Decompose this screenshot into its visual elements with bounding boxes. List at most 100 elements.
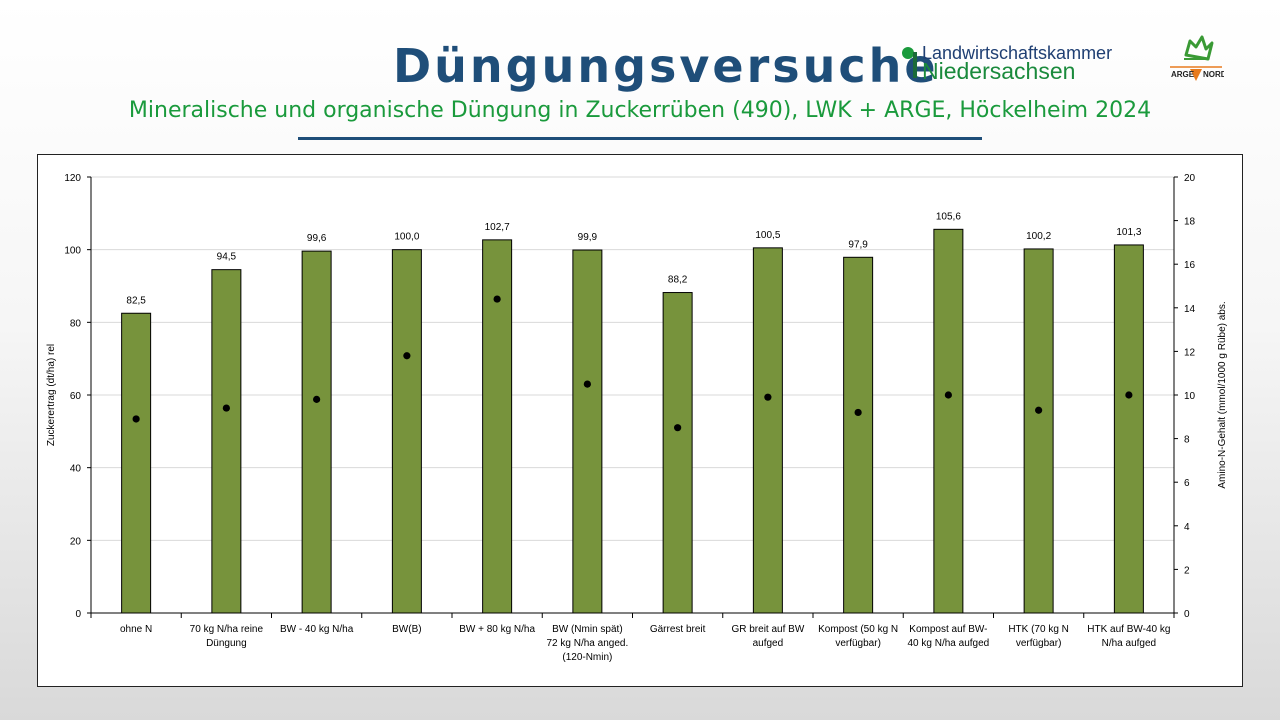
bar [301, 250, 332, 614]
arge-logo-text: ARGE [1171, 70, 1195, 79]
bar-data-label: 82,5 [126, 295, 146, 306]
lwk-logo-line2: Niedersachsen [922, 58, 1076, 84]
x-tick-label-line: (120-Nmin) [562, 652, 612, 663]
bar-data-label: 105,6 [936, 211, 961, 222]
x-tick-label: Kompost (50 kg N verfügbar) [818, 624, 898, 649]
amino-n-point [854, 408, 862, 417]
y2-tick-label: 4 [1184, 522, 1190, 533]
x-tick-label-line: HTK (70 kg N [1008, 624, 1069, 635]
title-divider [298, 137, 982, 140]
bar [843, 256, 874, 614]
amino-n-point [313, 395, 321, 403]
chart-container: 0 20 40 60 80 100 120 0 2 4 6 8 10 12 14 16 18 20 82,5 ohne… [37, 154, 1243, 687]
x-tick-label: 70 kg N/ha reine Düngung [190, 624, 264, 649]
x-tick-label: BW(B) [392, 624, 421, 635]
lwk-logo-dot-icon [902, 47, 914, 59]
y2-tick-label: 8 [1184, 435, 1190, 446]
amino-n-point [674, 424, 682, 432]
amino-n-point [764, 393, 772, 401]
y2-tick-label: 18 [1184, 217, 1196, 228]
lwk-logo: Landwirtschaftskammer Niedersachsen [900, 44, 1150, 84]
page-title: Düngungsversuche [393, 39, 939, 93]
x-tick-label: BW + 80 kg N/ha [459, 624, 535, 635]
x-tick-label: ohne N [120, 624, 152, 635]
y-tick-label: 80 [70, 318, 82, 329]
x-tick-label-line: Düngung [206, 638, 247, 649]
x-tick-label-line: 40 kg N/ha aufged [908, 638, 990, 649]
x-tick-label-line: Gärrest breit [650, 624, 706, 635]
y2-tick-label: 2 [1184, 565, 1190, 576]
x-tick-label-line: verfügbar) [1016, 638, 1062, 649]
y2-tick-label: 10 [1184, 391, 1196, 402]
amino-n-point [1035, 406, 1043, 414]
bar [933, 228, 964, 614]
y-axis-title: Zuckerertrag (dt/ha) rel [46, 344, 57, 446]
bar [121, 312, 152, 614]
combo-chart: 0 20 40 60 80 100 120 0 2 4 6 8 10 12 14 16 18 20 82,5 ohne… [46, 173, 1228, 663]
y-tick-label: 20 [70, 536, 82, 547]
y-tick-label: 60 [70, 391, 82, 402]
bar [572, 249, 603, 614]
arge-nord-logo-icon: ARGE NORD [1170, 35, 1227, 81]
amino-n-point [583, 380, 591, 388]
bar-data-label: 100,2 [1026, 231, 1051, 242]
bar-data-label: 88,2 [668, 275, 688, 286]
x-tick-label-line: verfügbar) [835, 638, 881, 649]
x-tick-label: BW (Nmin spät) 72 kg N/ha anged. (120-Nmin… [547, 624, 629, 663]
bar-data-label: 99,9 [578, 232, 598, 243]
x-tick-label-line: 70 kg N/ha reine [190, 624, 264, 635]
x-tick-label-line: HTK auf BW-40 kg [1087, 624, 1170, 635]
bar [752, 247, 783, 614]
arge-nord-logo: ARGE NORD [1168, 33, 1227, 83]
bar-data-label: 100,0 [394, 232, 419, 243]
lwk-logo-line1: Landwirtschaftskammer [922, 43, 1113, 63]
lwk-logo-stem-icon [913, 52, 917, 78]
amino-n-point [944, 391, 952, 399]
amino-n-point [222, 404, 230, 412]
bar-data-label: 100,5 [755, 230, 780, 241]
bar-data-label: 97,9 [848, 239, 868, 250]
x-tick-label-line: BW + 80 kg N/ha [459, 624, 535, 635]
x-tick-label-line: aufged [753, 638, 784, 649]
amino-n-point [132, 415, 140, 423]
x-tick-label-line: Kompost (50 kg N [818, 624, 898, 635]
x-tick-label-line: GR breit auf BW [731, 624, 804, 635]
y2-tick-label: 0 [1184, 609, 1190, 620]
x-tick-label: HTK (70 kg N verfügbar) [1008, 624, 1069, 649]
x-tick-label-line: ohne N [120, 624, 152, 635]
x-tick-label: BW - 40 kg N/ha [280, 624, 354, 635]
y-tick-label: 120 [64, 173, 81, 184]
bar [211, 269, 242, 614]
x-tick-label-line: 72 kg N/ha anged. [547, 638, 629, 649]
bar [1113, 244, 1144, 614]
x-tick-label: GR breit auf BW aufged [731, 624, 804, 649]
nord-logo-text: NORD [1203, 70, 1224, 79]
x-tick-label-line: BW(B) [392, 624, 421, 635]
x-tick-label-line: N/ha aufged [1102, 638, 1157, 649]
y2-tick-label: 16 [1184, 260, 1196, 271]
y-tick-label: 0 [75, 609, 81, 620]
amino-n-point [1125, 391, 1133, 399]
bar-data-label: 101,3 [1116, 227, 1141, 238]
y2-tick-label: 12 [1184, 347, 1196, 358]
x-tick-label-line: Kompost auf BW- [909, 624, 987, 635]
y2-tick-label: 14 [1184, 304, 1196, 315]
y2-axis-title: Amino-N-Gehalt (mmol/1000 g Rübe) abs. [1217, 301, 1228, 488]
bar-data-label: 94,5 [217, 252, 237, 263]
y-tick-label: 40 [70, 464, 82, 475]
x-tick-label: Kompost auf BW- 40 kg N/ha aufged [908, 624, 990, 649]
bar [391, 249, 422, 614]
x-tick-label: HTK auf BW-40 kg N/ha aufged [1087, 624, 1170, 649]
y-tick-label: 100 [64, 246, 81, 257]
amino-n-point [403, 352, 411, 360]
y2-tick-label: 6 [1184, 478, 1190, 489]
x-tick-label-line: BW (Nmin spät) [552, 624, 623, 635]
amino-n-point [493, 295, 501, 303]
x-tick-label-line: BW - 40 kg N/ha [280, 624, 354, 635]
bar-data-label: 99,6 [307, 233, 327, 244]
bar-data-label: 102,7 [485, 222, 510, 233]
bar [1023, 248, 1054, 614]
bar [662, 292, 693, 614]
x-tick-label: Gärrest breit [650, 624, 706, 635]
y2-tick-label: 20 [1184, 173, 1196, 184]
